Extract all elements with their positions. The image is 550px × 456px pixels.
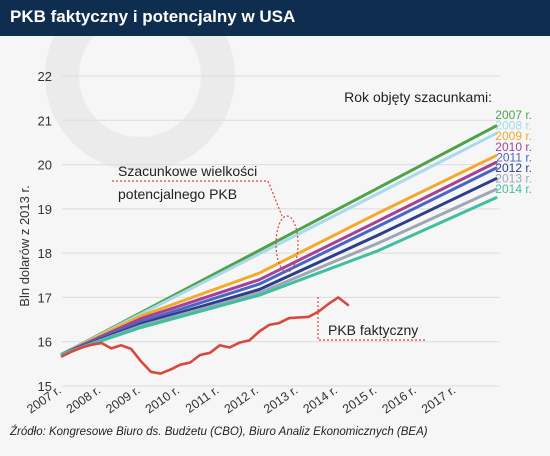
x-tick-label: 2012 r.	[222, 383, 261, 416]
potential-gdp-line	[60, 177, 498, 356]
x-tick-label: 2014 r.	[301, 383, 340, 416]
annotation-actual: PKB faktyczny	[328, 322, 418, 338]
annotation-potential: Szacunkowe wielkości	[118, 163, 257, 179]
x-tick-label: 2013 r.	[261, 383, 300, 416]
potential-gdp-line	[60, 154, 498, 356]
x-tick-label: 2008 r.	[64, 383, 103, 416]
legend-entry: 2013 r.	[495, 172, 532, 186]
annotation-leader	[112, 180, 283, 217]
y-tick-label: 20	[38, 158, 52, 173]
title-bar: PKB faktyczny i potencjalny w USA	[0, 0, 550, 36]
potential-gdp-line	[60, 132, 498, 356]
x-tick-label: 2010 r.	[143, 383, 182, 416]
legend-entry: 2014 r.	[495, 182, 532, 196]
chart-title: PKB faktyczny i potencjalny w USA	[10, 7, 296, 26]
potential-gdp-line	[60, 160, 498, 356]
legend-entry: 2010 r.	[495, 140, 532, 154]
legend-entry: 2007 r.	[495, 108, 532, 122]
x-tick-label: 2016 r.	[379, 383, 418, 416]
x-tick-label: 2009 r.	[103, 383, 142, 416]
potential-gdp-line	[60, 196, 498, 356]
legend-entry: 2011 r.	[496, 150, 532, 164]
y-tick-label: 22	[38, 69, 52, 84]
legend-entry: 2008 r.	[495, 119, 532, 133]
annotation-potential-line2: potencjalnego PKB	[118, 186, 237, 202]
y-tick-label: 19	[38, 202, 52, 217]
legend-entry: 2012 r.	[495, 161, 532, 175]
legend-entry: 2009 r.	[495, 129, 532, 143]
y-tick-label: 16	[38, 335, 52, 350]
background-watermark	[45, 36, 235, 171]
legend-title: Rok objęty szacunkami:	[344, 89, 492, 105]
y-axis-label: Bln dolarów z 2013 r.	[17, 185, 32, 306]
annotation-ellipse	[275, 215, 299, 273]
y-tick-label: 18	[38, 246, 52, 261]
x-tick-label: 2015 r.	[340, 383, 379, 416]
y-tick-label: 17	[38, 290, 52, 305]
y-tick-label: 21	[38, 113, 52, 128]
x-tick-label: 2017 r.	[419, 383, 458, 416]
y-tick-label: 15	[38, 379, 52, 394]
actual-gdp-line	[60, 296, 350, 375]
x-tick-label: 2011 r.	[183, 383, 222, 416]
potential-gdp-line	[60, 187, 498, 356]
source-note: Źródło: Kongresowe Biuro ds. Budżetu (CB…	[10, 426, 428, 438]
